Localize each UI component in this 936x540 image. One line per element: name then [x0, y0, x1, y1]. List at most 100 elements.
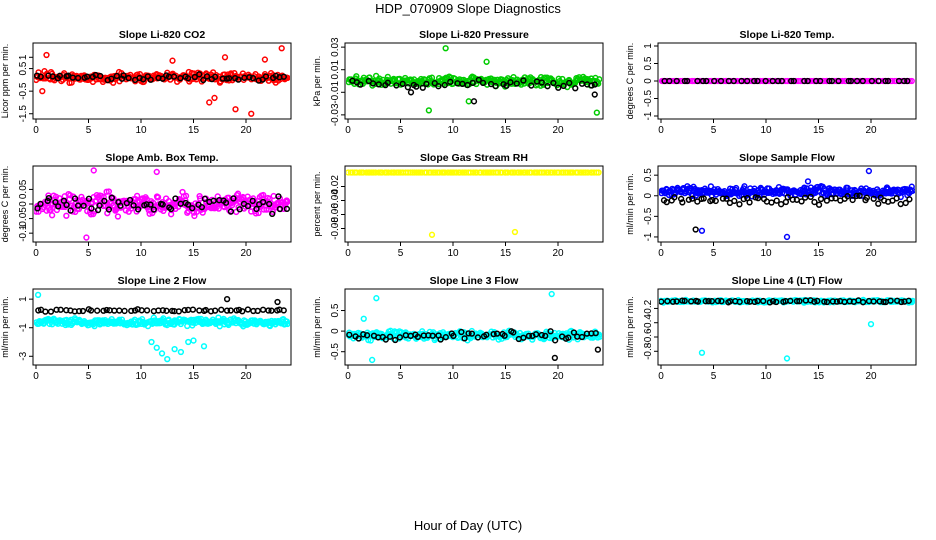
data-point-reference	[787, 297, 794, 305]
plot-frame	[344, 288, 604, 366]
y-tick-label: -0.1	[18, 224, 29, 242]
data-point-slopes	[741, 183, 748, 190]
data-point-reference	[528, 82, 535, 89]
data-point-reference	[244, 306, 252, 313]
plot-frame	[32, 288, 292, 366]
x-tick-label: 5	[711, 371, 717, 382]
data-point-reference	[591, 81, 598, 88]
data-point-slopes	[783, 233, 791, 241]
data-point-reference	[594, 346, 602, 353]
data-point-reference	[357, 81, 364, 88]
data-point-reference	[429, 332, 436, 339]
points-layer	[659, 167, 915, 241]
data-point-reference	[475, 76, 482, 83]
x-tick-label: 5	[86, 125, 92, 136]
panel-title: Slope Li-820 CO2	[119, 29, 206, 41]
data-point-reference	[259, 306, 267, 313]
data-point-reference	[170, 73, 178, 80]
data-point-slopes	[772, 77, 779, 85]
data-point-reference	[817, 77, 824, 85]
x-tick-label: 20	[240, 125, 252, 136]
data-point-reference	[550, 79, 557, 87]
data-point-reference	[859, 299, 867, 306]
data-point-slopes	[261, 56, 269, 63]
data-point-reference	[673, 77, 680, 85]
data-point-slopes	[48, 212, 56, 219]
data-point-reference	[520, 334, 527, 341]
data-point-reference	[893, 195, 900, 202]
data-point-reference	[100, 307, 107, 314]
data-point-reference	[461, 335, 468, 342]
data-point-reference	[679, 297, 686, 304]
panel-6: Slope Sample Flow ml/min per min. 0 5 10 15 20…	[625, 152, 917, 259]
data-point-slopes	[232, 106, 239, 113]
data-point-slopes	[373, 295, 380, 302]
data-point-slopes	[67, 192, 74, 199]
data-point-reference	[774, 77, 782, 85]
data-point-reference	[60, 197, 68, 204]
data-point-reference	[399, 80, 406, 87]
data-point-reference	[35, 307, 42, 314]
data-point-reference	[796, 297, 803, 305]
data-point-slopes	[540, 169, 548, 176]
data-point-reference	[552, 337, 559, 344]
x-tick-label: 0	[658, 125, 664, 136]
x-tick-label: 10	[447, 125, 459, 136]
x-tick-label: 5	[398, 248, 404, 259]
data-point-reference	[880, 298, 887, 306]
data-point-reference	[235, 306, 243, 314]
data-point-reference	[544, 83, 551, 90]
data-point-reference	[198, 203, 206, 211]
data-point-reference	[702, 298, 709, 305]
data-point-reference	[88, 205, 95, 212]
y-tick-label: -0.5	[330, 343, 341, 361]
data-point-reference	[798, 198, 805, 205]
data-point-slopes	[227, 70, 235, 77]
x-tick-label: 20	[240, 371, 252, 382]
data-point-reference	[130, 202, 137, 209]
data-point-slopes	[169, 57, 176, 64]
data-point-reference	[268, 307, 275, 314]
data-point-reference	[431, 80, 438, 87]
x-tick-label: 10	[135, 125, 147, 136]
data-point-reference	[510, 329, 517, 336]
y-tick-label: -0.06	[330, 203, 341, 226]
data-point-reference	[147, 76, 154, 83]
data-point-slopes	[114, 213, 122, 220]
data-point-reference	[37, 73, 44, 80]
x-tick-label: 5	[711, 125, 717, 136]
data-point-reference	[815, 201, 823, 208]
data-point-reference	[814, 297, 821, 305]
data-point-reference	[832, 195, 839, 202]
data-point-reference	[730, 77, 737, 85]
data-point-reference	[671, 194, 678, 201]
data-point-reference	[34, 205, 41, 212]
data-point-slopes	[206, 99, 213, 106]
data-point-reference	[235, 76, 242, 83]
points-layer	[34, 167, 290, 241]
data-point-reference	[184, 201, 192, 208]
data-point-reference	[876, 298, 883, 305]
data-point-reference	[191, 73, 198, 81]
data-point-reference	[538, 79, 545, 86]
y-tick-label: -0.2	[643, 299, 654, 317]
panel-5: Slope Gas Stream RH percent per min. 0 5 10 1…	[312, 152, 604, 259]
data-point-reference	[703, 77, 710, 85]
data-point-reference	[744, 77, 751, 85]
data-point-reference	[407, 89, 415, 96]
data-point-reference	[85, 195, 93, 202]
data-point-slopes	[171, 345, 178, 353]
data-point-reference	[694, 198, 701, 205]
data-point-slopes	[154, 194, 162, 201]
data-point-reference	[751, 77, 758, 85]
data-point-slopes	[893, 77, 900, 85]
data-point-reference	[469, 79, 476, 86]
y-tick-label: -3	[18, 351, 29, 360]
data-point-slopes	[689, 192, 696, 199]
panel-title: Slope Sample Flow	[739, 152, 836, 164]
data-point-reference	[101, 197, 108, 205]
data-point-reference	[75, 307, 83, 315]
data-point-reference	[828, 195, 835, 202]
data-point-slopes	[441, 169, 449, 176]
data-point-reference	[125, 74, 132, 82]
